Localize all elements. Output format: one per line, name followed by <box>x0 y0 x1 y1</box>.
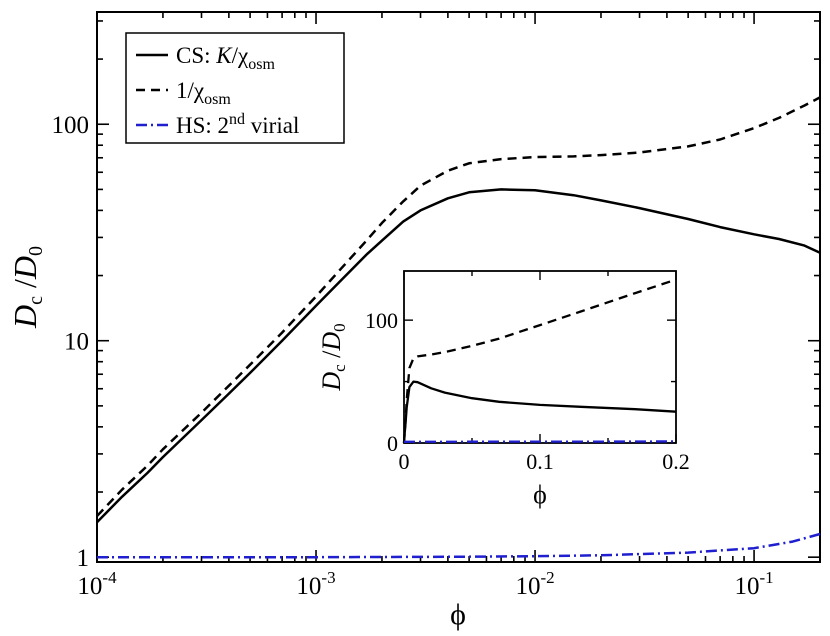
inset-series-line-inv <box>402 278 677 444</box>
y-tick-label: 10 <box>64 329 89 356</box>
legend-entry-hs: HS: 2nd virial <box>176 111 299 138</box>
legend-entry-inv: 1/χosm <box>176 78 231 108</box>
inset-y-tick-label: 0 <box>387 431 398 456</box>
inset-x-tick-label: 0 <box>399 449 410 474</box>
x-tick-label: 10-1 <box>734 568 773 600</box>
inset-plot-frame <box>403 270 677 444</box>
inset-axis-ticks: 0 0.1 0.2 0 100 <box>365 271 690 474</box>
legend: CS: K/χosm 1/χosm HS: 2nd virial <box>125 32 345 144</box>
main-y-axis-label: Dc /D0 <box>7 246 47 329</box>
series-line-hs <box>97 532 821 559</box>
inset-series-group <box>402 278 677 444</box>
inset-x-tick-label: 0.2 <box>662 449 690 474</box>
inset-y-tick-label: 100 <box>365 308 398 333</box>
main-plot-frame <box>96 11 821 563</box>
y-tick-label: 100 <box>52 112 90 139</box>
x-tick-label: 10-4 <box>77 568 117 600</box>
inset-x-tick-label: 0.1 <box>526 449 554 474</box>
main-axis-ticks: 10-4 10-3 10-2 10-1 1 10 100 <box>52 12 821 600</box>
x-tick-label: 10-3 <box>296 568 335 600</box>
inset-x-axis-label: ϕ <box>533 480 547 509</box>
main-series-group <box>96 96 821 559</box>
y-tick-label: 1 <box>77 545 90 572</box>
series-line-cs <box>96 188 821 524</box>
inset-y-axis-label: Dc /D0 <box>317 323 349 391</box>
x-tick-label: 10-2 <box>515 568 554 600</box>
main-x-axis-label: ϕ <box>450 598 466 631</box>
series-line-inv <box>96 96 821 517</box>
legend-entry-cs: CS: K/χosm <box>176 43 275 73</box>
